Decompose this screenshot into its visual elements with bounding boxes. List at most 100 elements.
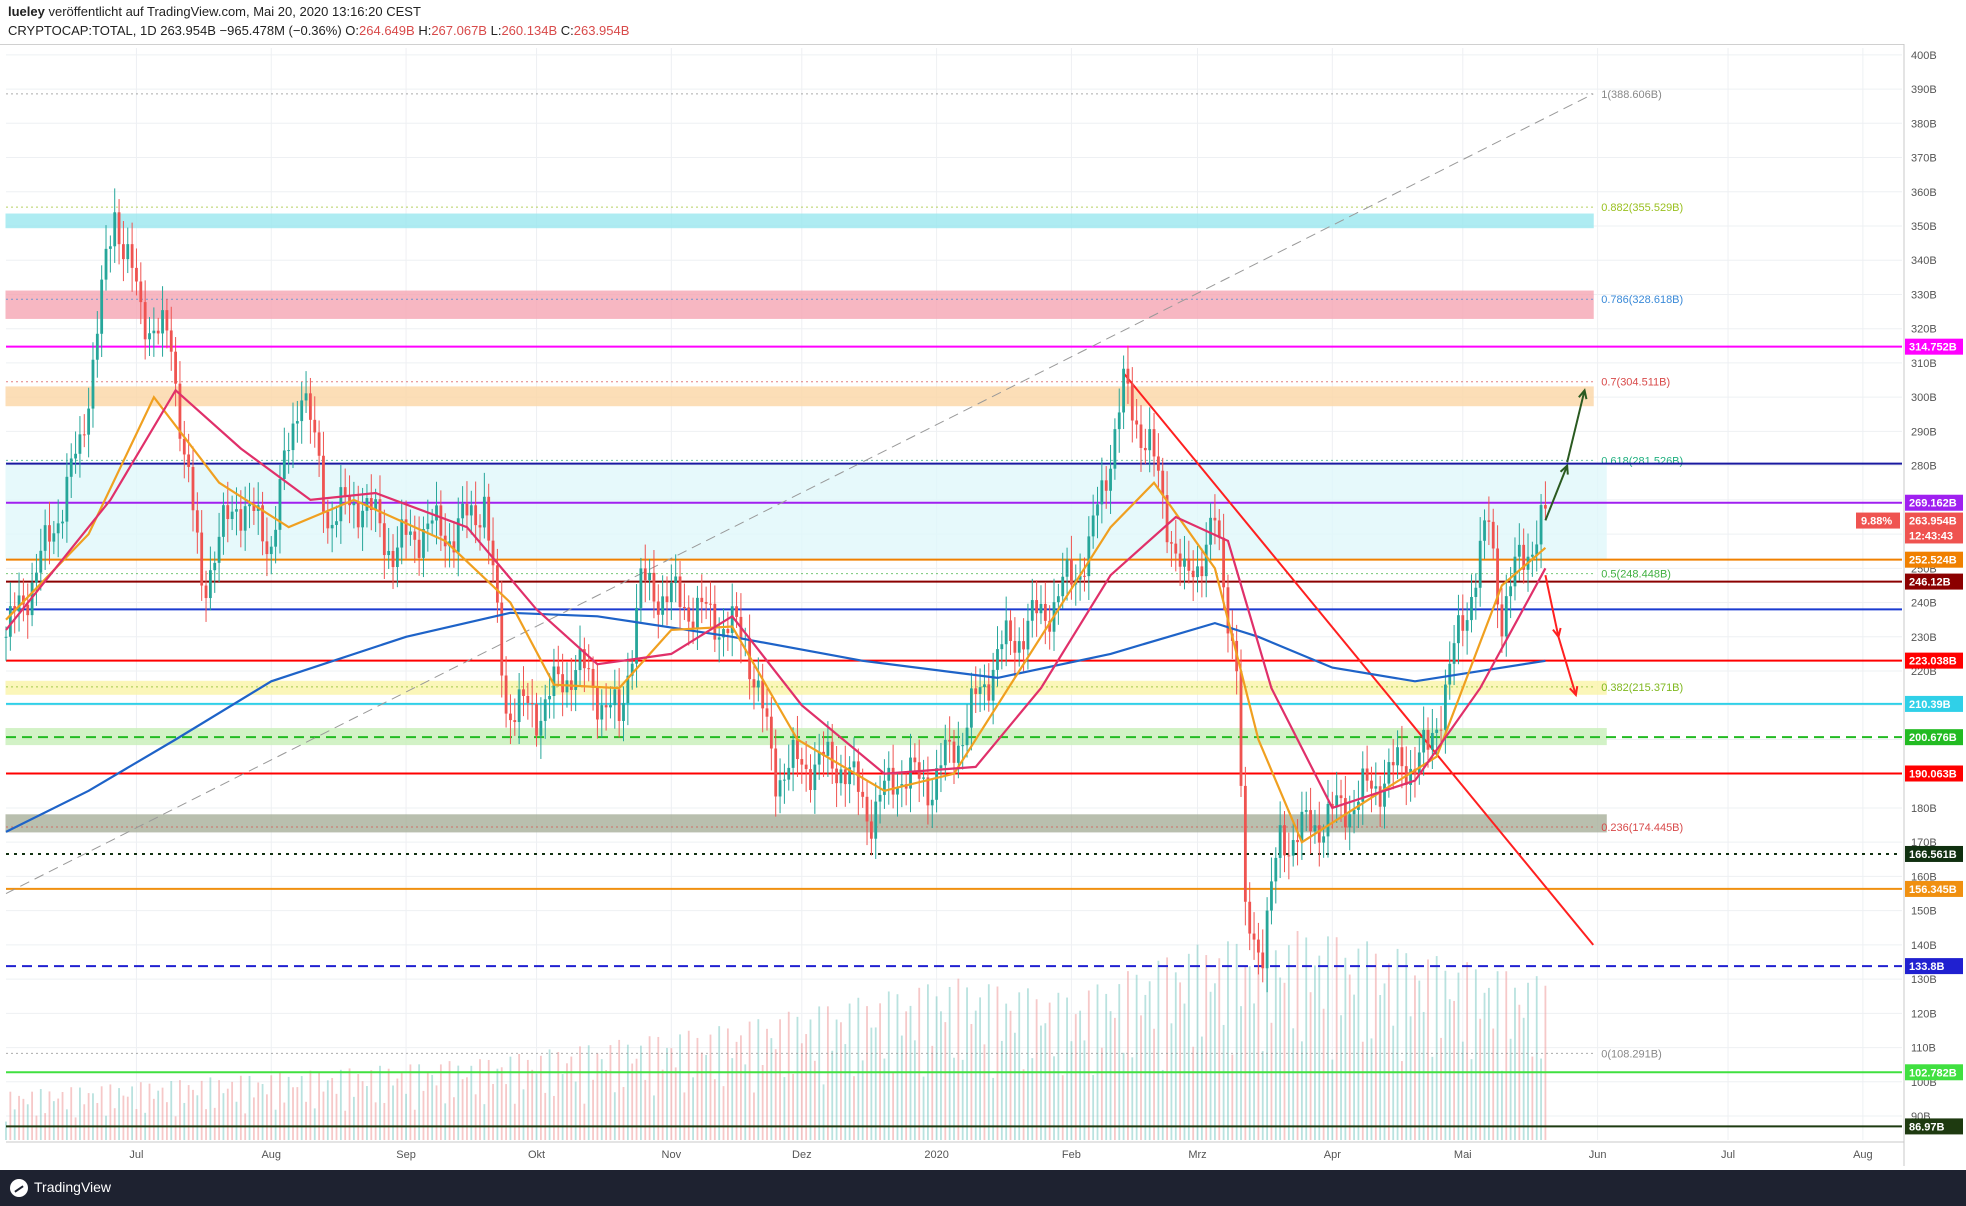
candle-body: [617, 689, 621, 721]
candle-body: [678, 576, 682, 607]
candle-body: [1070, 559, 1073, 585]
volume-bar: [813, 1060, 816, 1140]
candle-body: [956, 745, 960, 763]
price-chart[interactable]: 1(388.606B) 0.882(355.529B) 0.786(328.618B…: [0, 44, 1966, 1170]
candle-body: [591, 668, 595, 688]
volume-bar: [300, 1076, 303, 1140]
level-price-label-bg: [1905, 765, 1963, 782]
candle-body: [1535, 544, 1539, 555]
volume-bar: [1079, 1010, 1082, 1140]
candle-body: [195, 510, 199, 533]
volume-bar: [292, 1087, 294, 1140]
candle-body: [826, 741, 830, 756]
candle-body: [165, 310, 169, 331]
volume-bar: [1187, 953, 1190, 1140]
candle-body: [17, 595, 21, 612]
candle-body: [156, 330, 160, 334]
moving-average-line: [5, 388, 1547, 810]
level-price-label: 133.8B: [1909, 961, 1945, 973]
candle-body: [1317, 825, 1321, 843]
level-price-label: 102.782B: [1909, 1067, 1957, 1079]
volume-bar: [796, 1016, 799, 1140]
volume-bar: [566, 1063, 568, 1140]
volume-bar: [387, 1068, 390, 1140]
volume-bar: [74, 1117, 77, 1140]
price-zone: [5, 290, 1594, 319]
candle-body: [500, 602, 504, 676]
volume-bar: [1327, 936, 1329, 1140]
candle-body: [765, 708, 769, 717]
volume-bar: [1322, 1008, 1325, 1140]
volume-bar: [1366, 941, 1369, 1140]
level-price-label-bg: [1905, 729, 1963, 746]
volume-bar: [1335, 937, 1338, 1140]
level-price-label: 314.752B: [1909, 342, 1957, 354]
candle-body: [1500, 604, 1504, 637]
candle-body: [935, 768, 939, 800]
volume-bar: [18, 1095, 20, 1140]
candle-body: [1213, 517, 1217, 521]
candle-body: [191, 466, 195, 511]
symbol-label[interactable]: CRYPTOCAP:TOTAL, 1D: [8, 23, 157, 38]
candle-body: [1283, 825, 1286, 856]
candle-body: [839, 769, 843, 784]
candle-body: [469, 505, 473, 516]
x-tick-label: Jul: [129, 1149, 143, 1161]
volume-bar: [1487, 987, 1490, 1140]
volume-bar: [661, 1069, 664, 1140]
candle-body: [139, 281, 143, 303]
candle-body: [413, 531, 417, 540]
volume-bar: [557, 1052, 560, 1140]
y-tick-label: 230B: [1911, 632, 1937, 644]
volume-bar: [205, 1109, 207, 1140]
volume-bar: [800, 1043, 803, 1140]
candle-body: [148, 333, 151, 340]
volume-bar: [761, 1065, 764, 1140]
author-name[interactable]: lueley: [8, 4, 45, 19]
candle-body: [1378, 786, 1382, 807]
volume-bar: [596, 1053, 599, 1140]
volume-bar: [100, 1086, 103, 1140]
candle-body: [252, 504, 256, 511]
candle-body: [1504, 596, 1508, 637]
volume-bar: [1461, 1041, 1464, 1140]
candle-body: [126, 244, 130, 260]
volume-bar: [940, 1011, 942, 1140]
candle-body: [622, 703, 625, 721]
candle-body: [669, 583, 673, 603]
volume-bar: [1218, 958, 1221, 1140]
tradingview-logo-icon[interactable]: [10, 1179, 28, 1197]
forecast-arrow: [1544, 465, 1569, 521]
volume-bar: [692, 1077, 694, 1140]
candle-body: [56, 523, 60, 534]
volume-bar: [283, 1102, 286, 1140]
volume-bar: [183, 1102, 186, 1140]
volume-bar: [1527, 982, 1529, 1140]
candle-body: [335, 521, 338, 525]
publish-date: veröffentlicht auf TradingView.com, Mai …: [48, 4, 421, 19]
candle-body: [752, 679, 756, 688]
volume-bar: [1135, 974, 1138, 1140]
candle-body: [504, 675, 508, 714]
volume-bar: [331, 1077, 334, 1140]
volume-bar: [1501, 1070, 1503, 1140]
candle-body: [648, 572, 651, 581]
volume-bar: [235, 1101, 238, 1140]
candle-body: [1187, 558, 1191, 571]
volume-bar: [896, 994, 899, 1140]
candle-body: [713, 603, 717, 640]
candle-body: [461, 503, 465, 519]
candle-body: [348, 495, 351, 506]
candle-body: [813, 764, 817, 791]
brand-name[interactable]: TradingView: [34, 1179, 112, 1195]
candle-body: [626, 675, 630, 704]
volume-bar: [1387, 963, 1390, 1140]
candle-body: [1443, 684, 1447, 730]
volume-bar: [1113, 1017, 1116, 1140]
volume-bar: [1192, 1046, 1195, 1140]
candle-body: [1209, 517, 1212, 545]
candle-body: [478, 525, 482, 528]
candle-body: [400, 519, 404, 548]
volume-bar: [31, 1091, 33, 1140]
volume-bar: [1492, 1028, 1495, 1140]
